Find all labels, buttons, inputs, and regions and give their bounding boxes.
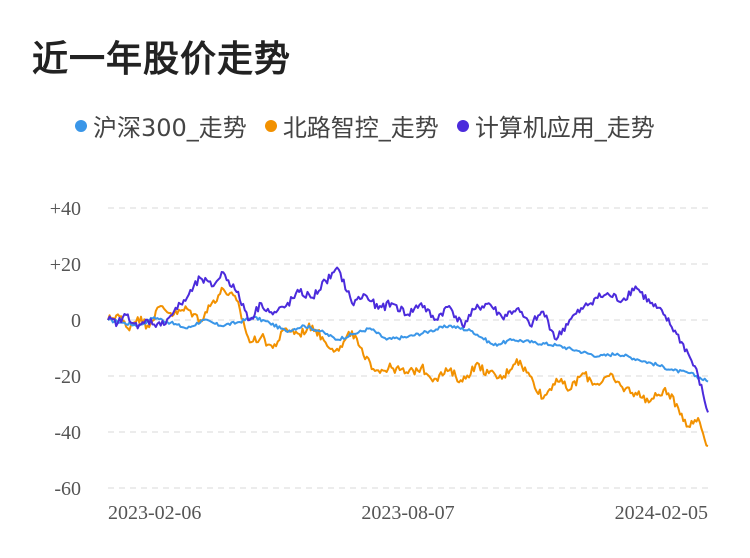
series-line-1 [107,286,709,447]
y-tick-label: -60 [54,478,81,500]
legend-label: 北路智控_走势 [282,114,439,142]
y-tick-label: -40 [54,422,81,444]
legend-item-hs300[interactable]: 沪深300_走势 [75,108,247,143]
y-tick-label: +20 [50,254,81,276]
x-tick-label: 2023-08-07 [361,502,454,524]
y-tick-label: -20 [54,366,81,388]
legend-dot-icon [75,119,87,132]
series-line-0 [107,315,709,383]
x-tick-label: 2024-02-05 [615,502,708,524]
y-tick-label: 0 [71,310,81,332]
legend-label: 沪深300_走势 [93,114,247,142]
legend-item-computer-app[interactable]: 计算机应用_走势 [456,108,655,143]
series-line-2 [107,266,709,413]
chart-legend: 沪深300_走势 北路智控_走势 计算机应用_走势 [75,108,673,143]
legend-dot-icon [456,119,469,132]
legend-label: 计算机应用_走势 [474,114,655,142]
chart-title: 近一年股价走势 [32,39,292,80]
y-tick-label: +40 [50,198,81,220]
legend-dot-icon [264,119,277,132]
legend-item-beilu[interactable]: 北路智控_走势 [264,108,439,143]
x-tick-label: 2023-02-06 [108,502,201,524]
